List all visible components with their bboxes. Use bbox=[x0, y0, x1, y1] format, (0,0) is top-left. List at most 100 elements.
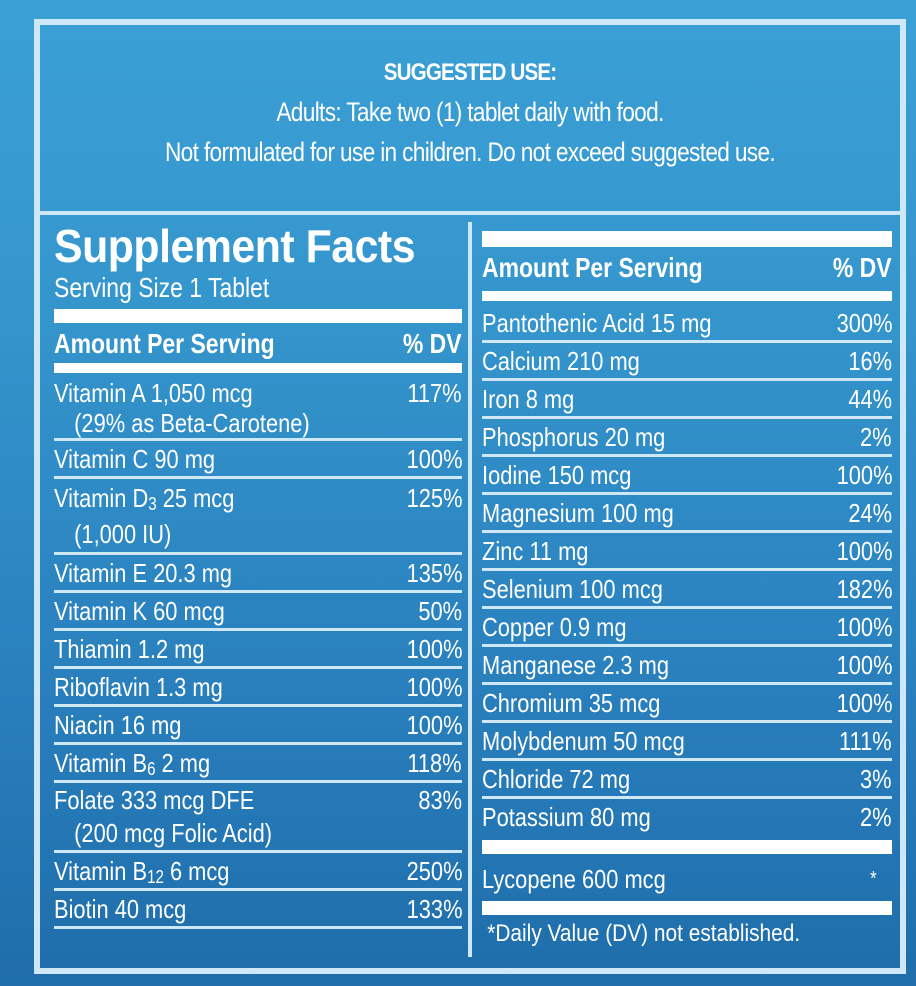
nutrient-row: Niacin 16 mg 100% bbox=[54, 707, 462, 745]
suggested-use-section: SUGGESTED USE: Adults: Take two (1) tabl… bbox=[40, 25, 900, 211]
table-header: Amount Per Serving % DV bbox=[482, 251, 892, 285]
nutrient-dv: 117% bbox=[407, 378, 462, 408]
nutrient-dv: 3% bbox=[860, 764, 892, 794]
table-header: Amount Per Serving % DV bbox=[54, 327, 462, 361]
nutrient-dv: * bbox=[870, 868, 877, 890]
nutrient-dv: 125% bbox=[406, 483, 462, 513]
nutrient-name: Pantothenic Acid 15 mg bbox=[482, 308, 712, 338]
nutrient-name: Chloride 72 mg bbox=[482, 764, 631, 794]
nutrient-name: Calcium 210 mg bbox=[482, 346, 640, 376]
thick-divider bbox=[54, 309, 462, 323]
nutrient-name: Selenium 100 mcg bbox=[482, 574, 663, 604]
nutrient-dv: 135% bbox=[406, 558, 462, 588]
nutrient-name: Riboflavin 1.3 mg bbox=[54, 672, 223, 702]
facts-left-column: Supplement Facts Serving Size 1 Tablet A… bbox=[54, 221, 462, 929]
nutrient-row: Vitamin D3 25 mcg (1,000 IU) 125% bbox=[54, 479, 462, 555]
nutrient-dv: 100% bbox=[836, 536, 892, 566]
nutrient-name: Zinc 11 mg bbox=[482, 536, 589, 566]
nutrient-row: Chloride 72 mg 3% bbox=[482, 761, 892, 799]
nutrient-subtext: (29% as Beta-Carotene) bbox=[74, 408, 310, 438]
header-dv: % DV bbox=[403, 328, 462, 359]
nutrient-dv: 2% bbox=[860, 802, 892, 832]
nutrient-dv: 111% bbox=[839, 726, 892, 756]
nutrient-row: Magnesium 100 mg 24% bbox=[482, 495, 892, 533]
nutrient-name: Niacin 16 mg bbox=[54, 710, 182, 740]
nutrient-row: Thiamin 1.2 mg 100% bbox=[54, 631, 462, 669]
nutrient-subtext: (1,000 IU) bbox=[74, 519, 172, 549]
nutrient-row: Vitamin C 90 mg 100% bbox=[54, 441, 462, 479]
column-divider bbox=[468, 222, 472, 957]
nutrient-name: Vitamin C 90 mg bbox=[54, 444, 216, 474]
nutrient-row: Selenium 100 mcg 182% bbox=[482, 571, 892, 609]
nutrient-dv: 250% bbox=[406, 856, 462, 886]
nutrient-dv: 100% bbox=[836, 688, 892, 718]
nutrient-row: Vitamin B6 2 mg 118% bbox=[54, 745, 462, 783]
nutrient-name: Biotin 40 mcg bbox=[54, 894, 187, 924]
nutrient-dv: 100% bbox=[836, 460, 892, 490]
nutrient-name: Copper 0.9 mg bbox=[482, 612, 627, 642]
nutrient-row: Biotin 40 mcg 133% bbox=[54, 891, 462, 929]
nutrient-name: Vitamin B12 6 mcg bbox=[54, 856, 230, 887]
nutrient-name: Vitamin A 1,050 mcg bbox=[54, 378, 253, 408]
nutrient-row: Iodine 150 mcg 100% bbox=[482, 457, 892, 495]
section-divider bbox=[40, 211, 900, 215]
serving-size: Serving Size 1 Tablet bbox=[54, 272, 270, 303]
nutrient-row: Zinc 11 mg 100% bbox=[482, 533, 892, 571]
nutrient-dv: 300% bbox=[836, 308, 892, 338]
dv-footnote: *Daily Value (DV) not established. bbox=[487, 920, 801, 947]
thick-divider bbox=[482, 840, 892, 854]
nutrient-dv: 2% bbox=[860, 422, 892, 452]
thick-divider bbox=[482, 291, 892, 301]
left-nutrient-list: Vitamin A 1,050 mcg (29% as Beta-Carotene… bbox=[54, 377, 462, 929]
nutrient-name: Vitamin E 20.3 mg bbox=[54, 558, 233, 588]
nutrient-row: Pantothenic Acid 15 mg 300% bbox=[482, 305, 892, 343]
suggested-use-title: SUGGESTED USE: bbox=[383, 59, 557, 86]
supplement-facts-title: Supplement Facts bbox=[54, 220, 416, 272]
nutrient-row: Potassium 80 mg 2% bbox=[482, 799, 892, 834]
nutrient-name: Vitamin K 60 mcg bbox=[54, 596, 225, 626]
nutrient-dv: 44% bbox=[848, 384, 892, 414]
thick-divider bbox=[54, 363, 462, 373]
nutrient-dv: 100% bbox=[406, 634, 462, 664]
nutrient-dv: 100% bbox=[836, 650, 892, 680]
nutrient-name: Iron 8 mg bbox=[482, 384, 575, 414]
nutrient-row: Molybdenum 50 mcg 111% bbox=[482, 723, 892, 761]
nutrient-row: Riboflavin 1.3 mg 100% bbox=[54, 669, 462, 707]
nutrient-name: Vitamin B6 2 mg bbox=[54, 748, 211, 779]
nutrient-dv: 100% bbox=[406, 710, 462, 740]
nutrient-dv: 16% bbox=[848, 346, 892, 376]
nutrient-row: Folate 333 mcg DFE (200 mcg Folic Acid) 8… bbox=[54, 783, 462, 853]
nutrient-name: Magnesium 100 mg bbox=[482, 498, 674, 528]
nutrient-name: Phosphorus 20 mg bbox=[482, 422, 666, 452]
nutrient-dv: 24% bbox=[848, 498, 892, 528]
nutrient-row: Vitamin K 60 mcg 50% bbox=[54, 593, 462, 631]
nutrient-dv: 50% bbox=[418, 596, 462, 626]
nutrient-row: Iron 8 mg 44% bbox=[482, 381, 892, 419]
nutrient-dv: 100% bbox=[406, 444, 462, 474]
nutrient-name: Lycopene 600 mcg bbox=[482, 864, 666, 894]
nutrient-name: Manganese 2.3 mg bbox=[482, 650, 669, 680]
nutrient-dv: 83% bbox=[418, 785, 462, 815]
thick-divider bbox=[482, 231, 892, 247]
nutrient-name: Iodine 150 mcg bbox=[482, 460, 632, 490]
nutrient-name: Vitamin D3 25 mcg bbox=[54, 483, 235, 514]
header-amount: Amount Per Serving bbox=[482, 252, 703, 283]
nutrient-row: Phosphorus 20 mg 2% bbox=[482, 419, 892, 457]
suggested-use-line-1: Adults: Take two (1) tablet daily with f… bbox=[276, 97, 664, 127]
nutrient-name: Molybdenum 50 mcg bbox=[482, 726, 685, 756]
nutrient-dv: 133% bbox=[406, 894, 462, 924]
nutrient-row: Vitamin A 1,050 mcg (29% as Beta-Carotene… bbox=[54, 377, 462, 441]
nutrient-name: Potassium 80 mg bbox=[482, 802, 651, 832]
thick-divider bbox=[482, 901, 892, 915]
nutrient-dv: 182% bbox=[836, 574, 892, 604]
header-amount: Amount Per Serving bbox=[54, 328, 275, 359]
nutrient-row: Vitamin B12 6 mcg 250% bbox=[54, 853, 462, 891]
nutrient-row: Vitamin E 20.3 mg 135% bbox=[54, 555, 462, 593]
nutrient-row: Manganese 2.3 mg 100% bbox=[482, 647, 892, 685]
right-nutrient-list: Pantothenic Acid 15 mg 300% Calcium 210 m… bbox=[482, 305, 892, 834]
nutrient-name: Folate 333 mcg DFE bbox=[54, 785, 255, 815]
nutrient-row: Chromium 35 mcg 100% bbox=[482, 685, 892, 723]
header-dv: % DV bbox=[833, 252, 892, 283]
nutrient-subtext: (200 mcg Folic Acid) bbox=[74, 818, 273, 848]
nutrient-name: Chromium 35 mcg bbox=[482, 688, 661, 718]
